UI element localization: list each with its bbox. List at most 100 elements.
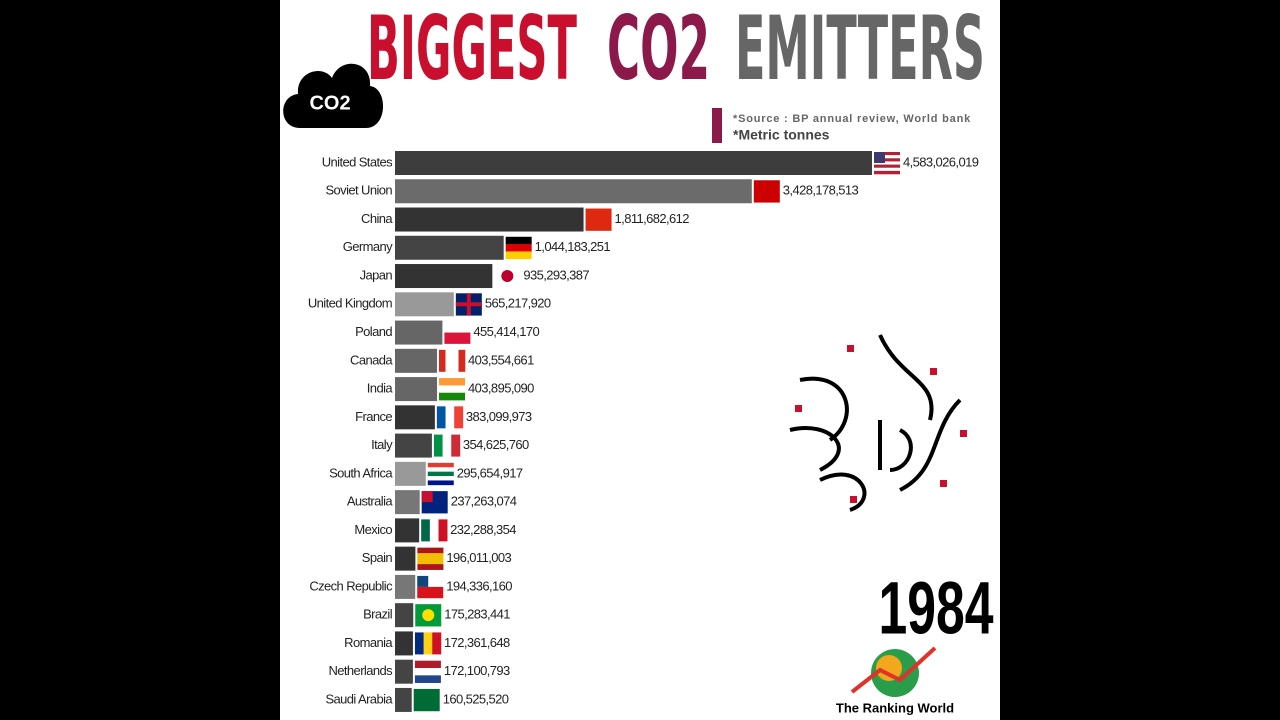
flag-stripe (451, 434, 461, 457)
icon-label: CO2 (309, 92, 350, 114)
flag (436, 406, 464, 429)
source-marker (712, 108, 722, 143)
category-label: Japan (360, 267, 393, 282)
category-label: France (355, 409, 392, 424)
flag-stripe (444, 332, 471, 344)
title-part: CO2 (607, 0, 710, 100)
value-label: 4,583,026,019 (903, 154, 979, 169)
category-label: Australia (347, 494, 394, 509)
brand-globe-inner (876, 655, 902, 681)
flag-stripe (436, 406, 446, 429)
bar (395, 264, 493, 289)
flag-stripe (505, 236, 532, 245)
flag-stripe (454, 406, 464, 429)
flag-stripe (874, 158, 900, 162)
bar (395, 235, 504, 260)
title-part: BIGGEST (367, 0, 577, 100)
flag (417, 575, 444, 599)
flag (421, 519, 448, 542)
flag-emblem (501, 270, 514, 283)
value-label: 383,099,973 (466, 409, 532, 424)
flag (874, 152, 900, 175)
flag-stripe (585, 208, 612, 231)
flag-stripe (753, 180, 780, 203)
value-label: 354,625,760 (463, 437, 529, 452)
category-label: South Africa (329, 465, 393, 480)
bar (395, 433, 432, 458)
flag-stripe (458, 349, 466, 372)
value-label: 403,554,661 (468, 352, 534, 367)
flag-stripe (417, 547, 444, 554)
value-label: 935,293,387 (523, 267, 589, 282)
value-label: 1,044,183,251 (535, 239, 611, 254)
bar (395, 490, 420, 515)
flag-stripe (432, 632, 442, 655)
category-label: Czech Republic (309, 578, 393, 593)
flag (413, 688, 440, 712)
cloud-icon (283, 63, 384, 128)
flag-stripe (427, 480, 454, 486)
flag-stripe (874, 161, 900, 165)
value-label: 196,011,003 (446, 550, 511, 565)
value-label: 194,336,160 (446, 578, 512, 593)
flag-stripe (874, 167, 900, 172)
flag-stripe (874, 170, 900, 175)
flag-stripe (442, 434, 452, 457)
value-label: 175,283,441 (444, 607, 510, 622)
calligraphy-logo (789, 334, 967, 512)
flag-stripe (414, 675, 441, 683)
category-label: Saudi Arabia (325, 691, 393, 706)
value-label: 565,217,920 (485, 296, 551, 311)
brand-arrow (850, 646, 937, 694)
flag (421, 491, 448, 514)
flag-stripe (427, 467, 454, 472)
flag (494, 265, 521, 288)
flag-stripe (417, 558, 444, 565)
flag-stripe (439, 392, 466, 401)
category-label: Brazil (363, 607, 393, 622)
bar (395, 348, 438, 373)
bar (395, 518, 420, 543)
bar (395, 377, 438, 402)
flag-stripe (429, 519, 439, 542)
category-label: China (361, 211, 393, 226)
flag-stripe (439, 349, 446, 372)
bar (395, 179, 752, 204)
category-label: Romania (344, 635, 393, 650)
flag-canton (417, 575, 429, 587)
unit-note: *Metric tonnes (733, 127, 830, 143)
bar (395, 659, 413, 684)
bar (395, 631, 413, 656)
flag-canton (874, 152, 885, 163)
flag (439, 378, 466, 401)
flag-stripe (445, 349, 453, 372)
flag-stripe (427, 462, 454, 468)
flag (455, 293, 482, 316)
bar (395, 461, 426, 486)
brand: The Ranking World (836, 700, 954, 715)
flag (414, 632, 442, 655)
bar (395, 207, 584, 232)
source: *Source : BP annual review, World bank (733, 113, 971, 125)
flag-stripe (414, 660, 441, 669)
flag-stripe (413, 688, 440, 712)
value-label: 172,361,648 (444, 635, 510, 650)
flag (417, 547, 444, 570)
flag-stripe (874, 152, 900, 156)
title-part: EMITTERS (735, 0, 985, 100)
category-label: United States (322, 154, 393, 169)
flag (433, 434, 461, 457)
value-label: 172,100,793 (444, 663, 510, 678)
bar (395, 151, 872, 175)
flag (585, 208, 612, 231)
flag-stripe (414, 668, 441, 676)
flag-stripe (439, 385, 466, 394)
bar (395, 574, 416, 599)
flag-stripe (421, 519, 431, 542)
bar (395, 603, 414, 628)
flag-stripe (505, 244, 532, 252)
flag-stripe (505, 251, 532, 260)
category-label: India (367, 381, 394, 396)
